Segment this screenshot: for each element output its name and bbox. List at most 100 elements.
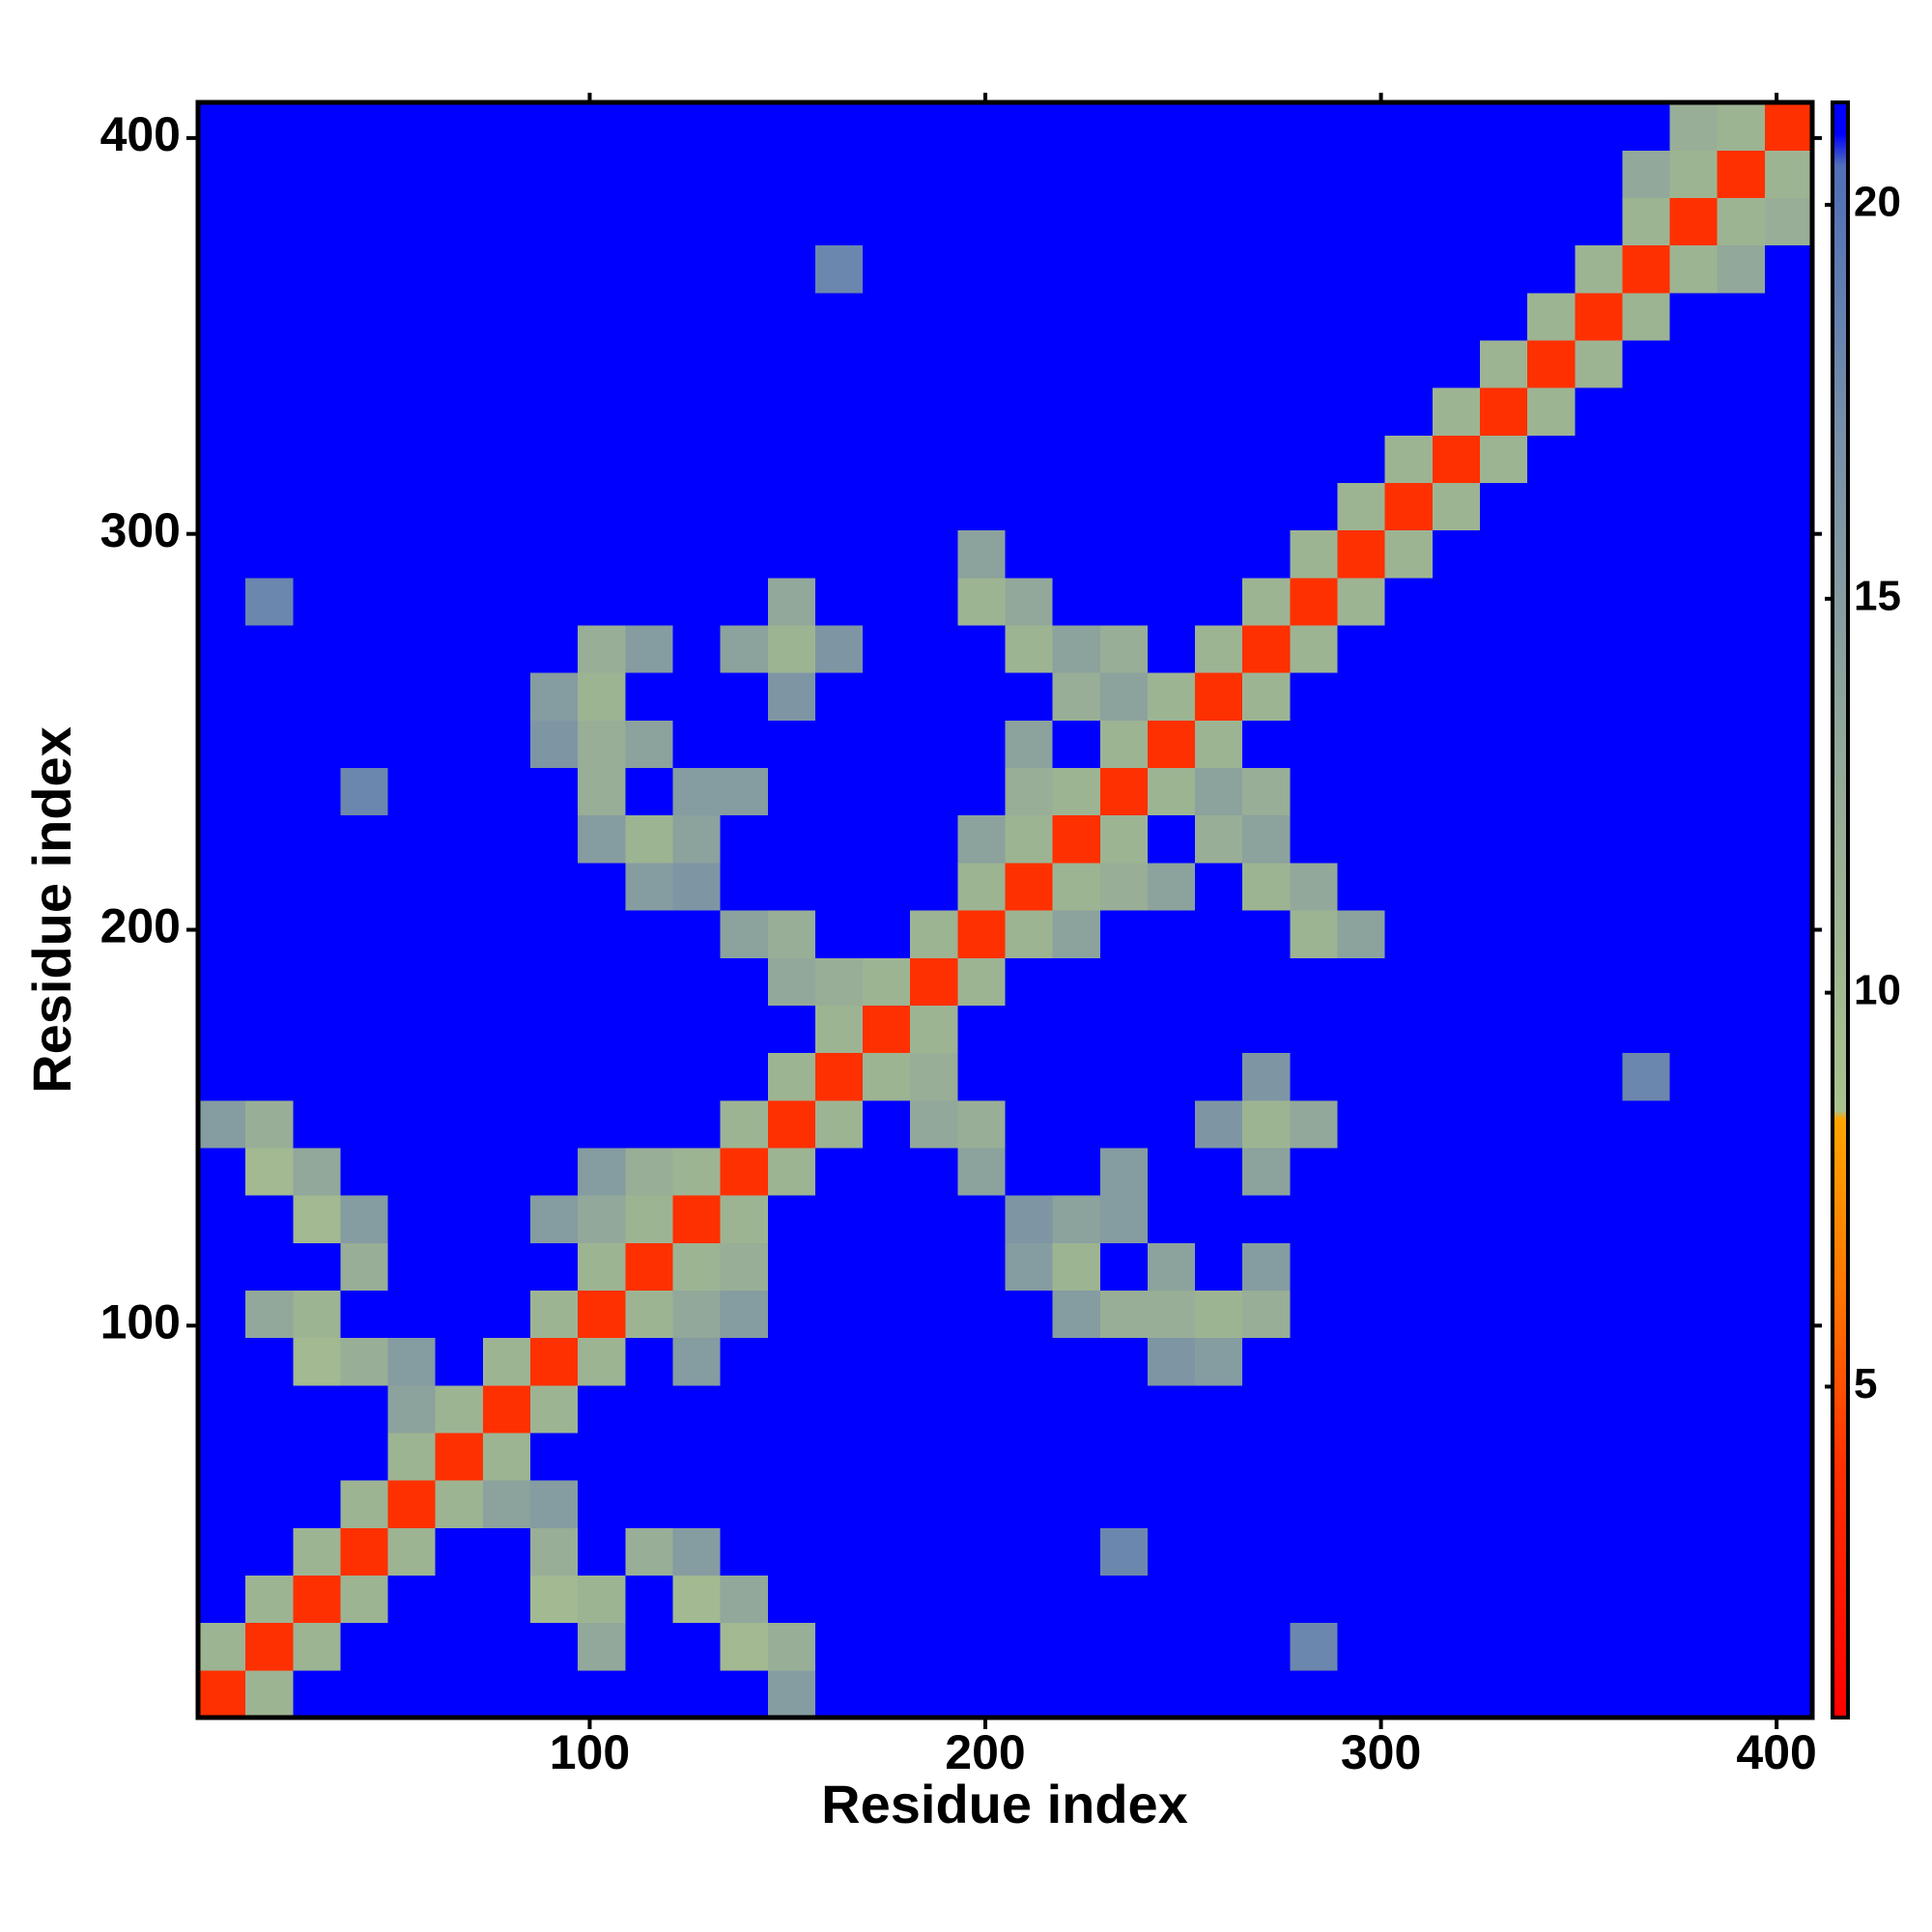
heatmap-cell	[720, 1337, 769, 1386]
heatmap-cell	[1622, 1099, 1671, 1149]
heatmap-cell	[1052, 1384, 1101, 1434]
heatmap-cell	[910, 150, 958, 198]
heatmap-cell	[387, 814, 437, 864]
heatmap-cell	[910, 957, 958, 1006]
heatmap-cell	[198, 1575, 246, 1624]
heatmap-cell	[293, 1527, 342, 1577]
heatmap-cell	[293, 339, 342, 388]
heatmap-cell	[1575, 482, 1624, 531]
heatmap-cell	[435, 150, 484, 198]
heatmap-cell	[1290, 910, 1339, 958]
heatmap-cell	[387, 1622, 437, 1671]
heatmap-cell	[767, 767, 816, 816]
heatmap-cell	[1052, 1527, 1101, 1577]
heatmap-cell	[957, 957, 1007, 1006]
heatmap-cell	[672, 1052, 722, 1101]
heatmap-cell	[1147, 862, 1196, 911]
heatmap-cell	[672, 244, 722, 294]
heatmap-cell	[1622, 387, 1671, 436]
heatmap-cell	[1384, 814, 1434, 864]
heatmap-cell	[1242, 102, 1291, 151]
heatmap-cell	[1384, 1575, 1434, 1624]
heatmap-cell	[1384, 1147, 1434, 1196]
heatmap-cell	[1099, 1337, 1149, 1386]
heatmap-cell	[720, 1052, 769, 1101]
heatmap-cell	[957, 1432, 1007, 1481]
heatmap-cell	[957, 244, 1007, 294]
heatmap-cell	[767, 1575, 816, 1624]
heatmap-cell	[1669, 1622, 1719, 1671]
heatmap-cell	[293, 1005, 342, 1054]
heatmap-cell	[1005, 1384, 1054, 1434]
heatmap-cell	[340, 1005, 389, 1054]
heatmap-cell	[245, 1195, 294, 1243]
heatmap-cell	[1052, 387, 1101, 436]
heatmap-cell	[1337, 577, 1386, 626]
heatmap-cell	[672, 957, 722, 1006]
heatmap-cell	[863, 1242, 911, 1292]
heatmap-cell	[910, 814, 958, 864]
heatmap-cell	[578, 387, 626, 436]
heatmap-cell	[1052, 435, 1101, 484]
heatmap-cell	[198, 292, 246, 341]
heatmap-cell	[1479, 1147, 1528, 1196]
heatmap-cell	[1290, 102, 1339, 151]
heatmap-cell	[1575, 1099, 1624, 1149]
heatmap-cell	[1527, 1005, 1576, 1054]
colorbar	[1831, 100, 1850, 1719]
heatmap-cell	[1099, 862, 1149, 911]
heatmap-cell	[767, 1337, 816, 1386]
heatmap-cell	[1195, 339, 1243, 388]
heatmap-cell	[482, 720, 531, 769]
heatmap-cell	[340, 1052, 389, 1101]
heatmap-cell	[672, 1290, 722, 1339]
heatmap-cell	[863, 957, 911, 1006]
heatmap-cell	[1005, 577, 1054, 626]
heatmap-cell	[814, 244, 864, 294]
heatmap-cell	[482, 767, 531, 816]
heatmap-cell	[1432, 1290, 1481, 1339]
heatmap-cell	[1764, 910, 1813, 958]
heatmap-cell	[814, 1575, 864, 1624]
heatmap-cell	[340, 102, 389, 151]
heatmap-cell	[1005, 814, 1054, 864]
heatmap-cell	[767, 1195, 816, 1243]
heatmap-cell	[1717, 1622, 1766, 1671]
heatmap-cell	[1052, 482, 1101, 531]
heatmap-cell	[1290, 1575, 1339, 1624]
heatmap-cell	[1005, 1669, 1054, 1719]
heatmap-cell	[625, 1242, 674, 1292]
heatmap-cell	[672, 1195, 722, 1243]
heatmap-cell	[863, 910, 911, 958]
heatmap-cell	[814, 1242, 864, 1292]
heatmap-cell	[578, 339, 626, 388]
heatmap-cell	[720, 910, 769, 958]
heatmap-cell	[1099, 957, 1149, 1006]
heatmap-cell	[814, 339, 864, 388]
x-tick-label: 400	[1736, 1725, 1816, 1779]
heatmap-cell	[1005, 1622, 1054, 1671]
heatmap-cell	[625, 102, 674, 151]
heatmap-cell	[1717, 767, 1766, 816]
heatmap-cell	[245, 1052, 294, 1101]
heatmap-cell	[1147, 624, 1196, 673]
heatmap-cell	[1717, 1669, 1766, 1719]
heatmap-cell	[1669, 387, 1719, 436]
heatmap-cell	[1527, 529, 1576, 579]
colorbar-tick-label: 20	[1854, 179, 1901, 226]
heatmap-cell	[578, 814, 626, 864]
heatmap-cell	[387, 150, 437, 198]
heatmap-cell	[1575, 387, 1624, 436]
heatmap-cell	[814, 814, 864, 864]
heatmap-cell	[720, 1384, 769, 1434]
heatmap-cell	[910, 244, 958, 294]
heatmap-cell	[1052, 1099, 1101, 1149]
heatmap-cell	[198, 102, 246, 151]
heatmap-cell	[910, 435, 958, 484]
heatmap-cell	[1764, 1384, 1813, 1434]
heatmap-cell	[387, 197, 437, 246]
heatmap-cell	[1052, 624, 1101, 673]
heatmap-cell	[1479, 720, 1528, 769]
heatmap-cell	[863, 672, 911, 721]
heatmap-cell	[1432, 529, 1481, 579]
